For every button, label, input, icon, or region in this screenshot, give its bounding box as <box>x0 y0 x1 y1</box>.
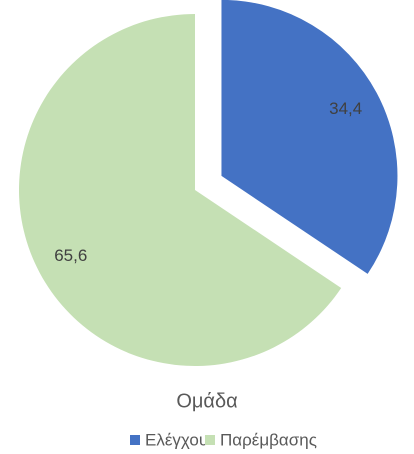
legend-label: Παρέμβασης <box>220 430 317 449</box>
pie-slice <box>221 0 398 274</box>
legend-swatch <box>130 435 140 445</box>
data-label: 34,4 <box>329 99 362 118</box>
legend-title: Ομάδα <box>176 390 237 412</box>
legend-swatch <box>205 435 215 445</box>
pie-slice <box>18 14 342 366</box>
legend-label: Ελέγχου <box>145 430 208 449</box>
data-label: 65,6 <box>54 246 87 265</box>
